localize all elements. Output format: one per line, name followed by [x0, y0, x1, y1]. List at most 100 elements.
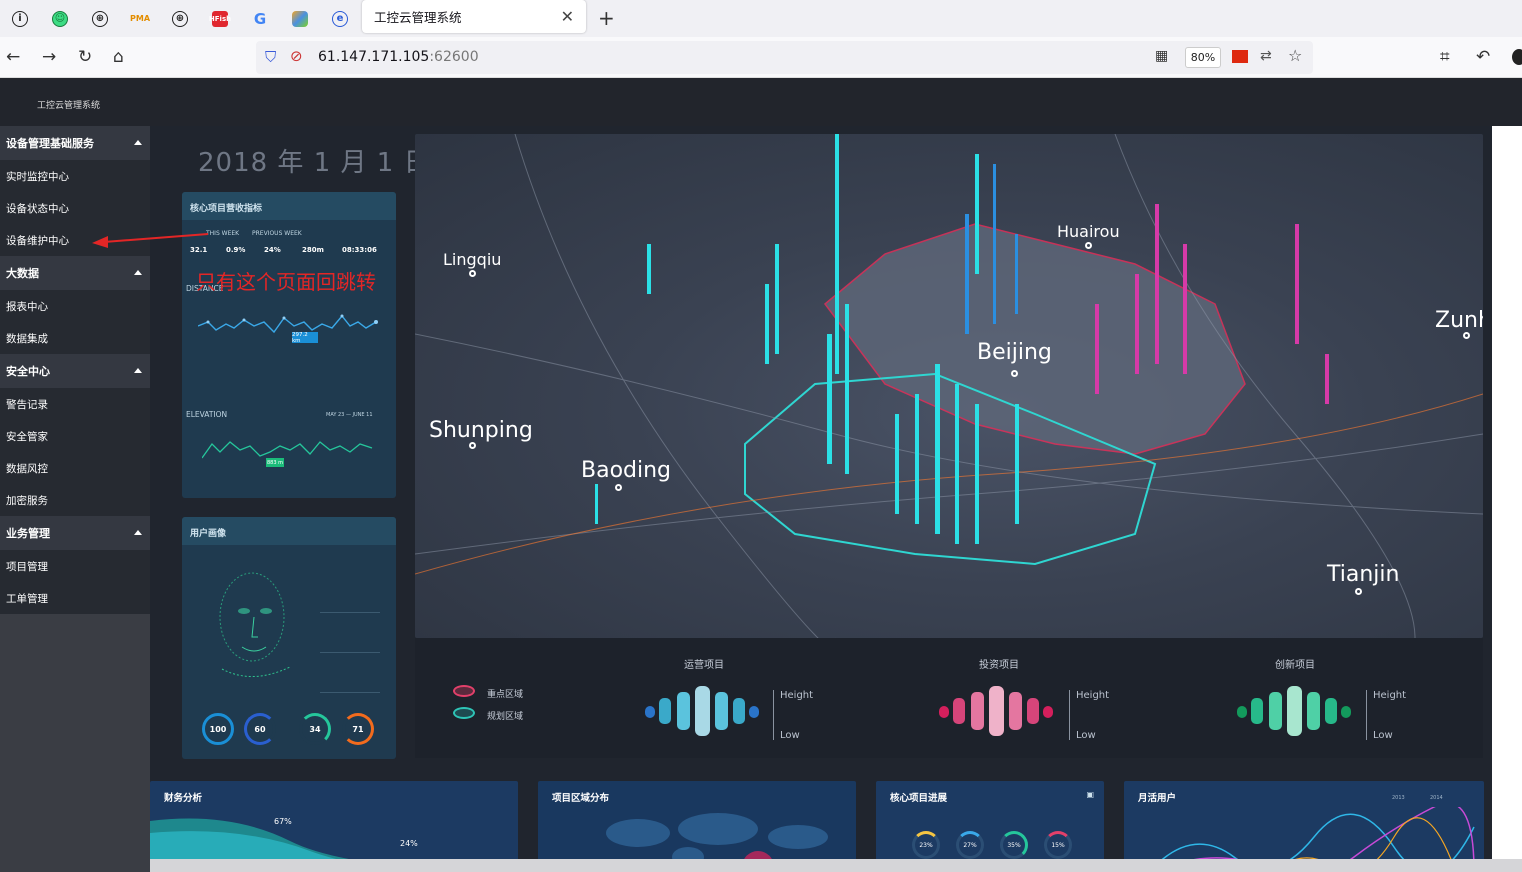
- caret-up-icon[interactable]: [134, 270, 142, 275]
- close-tab-icon[interactable]: ✕: [560, 7, 574, 26]
- sidebar-item-device-maintenance[interactable]: 设备维护中心: [6, 234, 69, 247]
- progress-panel: 核心项目进展 ▣ 23% 27% 35% 15%: [876, 781, 1104, 859]
- extension-icon[interactable]: [1512, 49, 1522, 65]
- info-icon[interactable]: i: [0, 0, 40, 37]
- map-city-label: Baoding: [581, 458, 672, 483]
- year-label: 2014: [1430, 795, 1443, 801]
- project-title-innovation: 创新项目: [1275, 660, 1315, 671]
- globe-icon[interactable]: ⊕: [80, 0, 120, 37]
- scale-low-label: Low: [1373, 730, 1393, 741]
- kpi-value: 08:33:06: [342, 246, 377, 254]
- distance-label: DISTANCE: [186, 284, 224, 293]
- map-city-marker[interactable]: [469, 442, 476, 449]
- map-city-label: Zunhu: [1435, 308, 1483, 333]
- scale-high-label: Height: [1373, 690, 1407, 701]
- sidebar-item-data-integration[interactable]: 数据集成: [6, 332, 48, 345]
- sidebar-section-bigdata[interactable]: 大数据: [0, 256, 150, 290]
- user-note-card: [320, 577, 380, 613]
- url-text[interactable]: 61.147.171.105:62600: [318, 49, 479, 65]
- forward-icon[interactable]: →: [42, 47, 57, 67]
- tab-title: 工控云管理系统: [374, 10, 462, 25]
- sidebar: 设备管理基础服务 实时监控中心 设备状态中心 设备维护中心 大数据 报表中心 数…: [0, 126, 150, 872]
- elevation-range: MAY 23 — JUNE 11: [326, 412, 373, 418]
- progress-gauge: 23%: [912, 831, 940, 859]
- gauge-100: 100: [202, 713, 234, 745]
- sidebar-item-realtime-monitor[interactable]: 实时监控中心: [6, 170, 69, 183]
- active-tab[interactable]: 工控云管理系统 ✕: [362, 0, 586, 33]
- map-city-marker[interactable]: [1011, 370, 1018, 377]
- browser-nav-bar: ← → ↻ ⌂ ⛉ ⊘ 61.147.171.105:62600 ▦ 80% ⇄…: [0, 37, 1522, 78]
- sidebar-section-security[interactable]: 安全中心: [0, 354, 150, 388]
- screenshot-crop-icon[interactable]: ⌗: [1440, 47, 1450, 67]
- finance-stat: 24%: [400, 839, 418, 848]
- map-city-marker[interactable]: [469, 270, 476, 277]
- caret-up-icon[interactable]: [134, 530, 142, 535]
- china-flag-icon[interactable]: [1232, 50, 1248, 63]
- sidebar-section-business[interactable]: 业务管理: [0, 516, 150, 550]
- map-city-marker[interactable]: [615, 484, 622, 491]
- 3d-beijing-map[interactable]: Lingqiu Huairou Beijing Zunhu Shunping B…: [415, 134, 1483, 638]
- elevation-label: ELEVATION: [186, 410, 228, 419]
- distance-line-chart: [198, 314, 378, 334]
- sidebar-item-device-status[interactable]: 设备状态中心: [6, 202, 69, 215]
- legend-label-planned-area: 规划区域: [487, 712, 524, 722]
- caret-up-icon[interactable]: [134, 368, 142, 373]
- globe-icon[interactable]: ⊕: [160, 0, 200, 37]
- sidebar-item-alerts[interactable]: 警告记录: [6, 398, 48, 411]
- user-note-card: [320, 617, 380, 653]
- year-label: 2013: [1392, 795, 1405, 801]
- map-city-marker[interactable]: [1463, 332, 1470, 339]
- app-header: 工控云管理系统: [0, 78, 1522, 126]
- scale-line: [1366, 690, 1367, 740]
- zoom-level[interactable]: 80%: [1185, 47, 1221, 68]
- annotation-text: 只有这个页面回跳转: [196, 270, 376, 294]
- progress-gauge: 15%: [1044, 831, 1072, 859]
- sidebar-item-projects[interactable]: 项目管理: [6, 560, 48, 573]
- progress-gauge: 27%: [956, 831, 984, 859]
- insecure-lock-icon[interactable]: ⊘: [290, 47, 303, 65]
- home-icon[interactable]: ⌂: [113, 47, 124, 67]
- map-graphics: [415, 134, 1483, 638]
- bookmark-star-icon[interactable]: ☆: [1288, 46, 1303, 65]
- dashboard-content: 2018 年 1 月 1 日 核心项目营收指标 THIS WEEK PREVIO…: [150, 126, 1492, 859]
- back-icon[interactable]: ←: [6, 47, 21, 67]
- map-city-marker[interactable]: [1355, 588, 1362, 595]
- region-panel-title: 项目区域分布: [552, 793, 610, 804]
- browser-tab-bar: i ☺ ⊕ PMA ⊕ HFish G e: [0, 0, 1522, 37]
- sidebar-item-reports[interactable]: 报表中心: [6, 300, 48, 313]
- sidebar-item-work-orders[interactable]: 工单管理: [6, 592, 48, 605]
- translate-icon[interactable]: ⇄: [1260, 48, 1272, 64]
- qr-code-icon[interactable]: ▦: [1155, 48, 1169, 64]
- gauge-60: 60: [244, 713, 276, 745]
- shield-icon[interactable]: ⛉: [265, 48, 277, 66]
- this-week-tab[interactable]: THIS WEEK: [206, 230, 240, 237]
- new-tab-icon[interactable]: +: [598, 6, 615, 30]
- map-city-label: Huairou: [1057, 222, 1120, 241]
- sidebar-item-risk-control[interactable]: 数据风控: [6, 462, 48, 475]
- sidebar-item-security-guard[interactable]: 安全管家: [6, 430, 48, 443]
- progress-panel-title: 核心项目进展: [890, 793, 948, 804]
- kpi-value: 0.9%: [226, 246, 246, 254]
- blue-circle-icon[interactable]: e: [320, 0, 360, 37]
- mau-panel-title: 月活用户: [1138, 793, 1177, 804]
- sidebar-section-device[interactable]: 设备管理基础服务: [0, 126, 150, 160]
- url-bar[interactable]: ⛉ ⊘ 61.147.171.105:62600 ▦ 80% ⇄ ☆: [256, 41, 1313, 74]
- reload-icon[interactable]: ↻: [78, 47, 93, 67]
- legend-swatch-key-area: [453, 685, 475, 697]
- google-icon[interactable]: G: [253, 9, 267, 28]
- hfish-icon[interactable]: HFish: [200, 0, 240, 37]
- cube-icon[interactable]: [280, 0, 320, 37]
- map-city-label: Shunping: [429, 418, 533, 443]
- project-title-operations: 运营项目: [684, 660, 724, 671]
- map-city-marker[interactable]: [1085, 242, 1092, 249]
- panel-menu-icon[interactable]: ▣: [1086, 790, 1094, 799]
- previous-week-tab[interactable]: PREVIOUS WEEK: [252, 230, 302, 237]
- kpi-value: 32.1: [190, 246, 208, 254]
- operations-bar-icon: [645, 686, 759, 736]
- world-map-icon: [606, 813, 828, 859]
- pma-icon[interactable]: PMA: [130, 14, 151, 23]
- sidebar-item-encryption[interactable]: 加密服务: [6, 494, 48, 507]
- undo-icon[interactable]: ↶: [1476, 47, 1491, 67]
- caret-up-icon[interactable]: [134, 140, 142, 145]
- android-head-icon[interactable]: ☺: [40, 0, 80, 37]
